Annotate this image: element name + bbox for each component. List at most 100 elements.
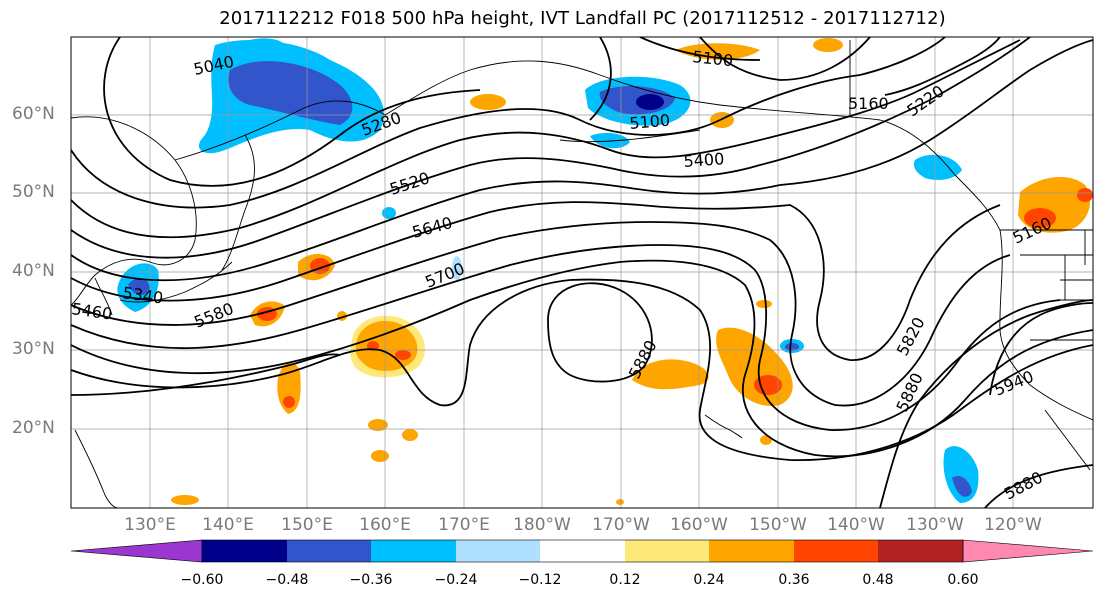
- coastline-bering: [384, 69, 471, 116]
- positive-anomaly-area: [675, 43, 760, 60]
- negative-anomaly-area: [452, 256, 462, 280]
- coastline-asia: [71, 116, 197, 306]
- positive-anomaly-area: [616, 499, 624, 505]
- colorbar-bin: [878, 540, 963, 562]
- negative-anomaly-area: [913, 154, 962, 180]
- colorbar-tick-label: 0.36: [778, 572, 810, 588]
- lat-label: 40°N: [12, 261, 55, 281]
- colorbar-bin: [709, 540, 794, 562]
- colorbar: [70, 539, 1094, 563]
- coastline-japan: [119, 261, 233, 303]
- negative-anomaly-area: [250, 38, 285, 52]
- lon-label: 150°E: [281, 515, 333, 535]
- negative-anomaly-core: [636, 94, 664, 110]
- coastline-korea: [94, 277, 113, 316]
- colorbar-bin: [625, 540, 709, 562]
- lon-label: 160°W: [670, 515, 728, 535]
- contour-line: [103, 37, 481, 187]
- colorbar-bin: [456, 540, 540, 562]
- contour-line: [547, 282, 653, 383]
- colorbar-tick-label: −0.60: [180, 572, 224, 588]
- positive-anomaly-core: [395, 350, 411, 360]
- positive-anomaly-area: [756, 300, 772, 308]
- positive-anomaly-core: [1077, 188, 1093, 202]
- lon-label: 180°W: [513, 515, 571, 535]
- colorbar-tick-label: 0.60: [947, 572, 979, 588]
- lat-label: 60°N: [12, 104, 55, 124]
- colorbar-tick-label: 0.24: [693, 572, 725, 588]
- colorbar-outline: [201, 539, 964, 563]
- coastline-alaska: [469, 60, 1093, 421]
- contour-line: [879, 299, 1093, 508]
- colorbar-tick-label: −0.48: [265, 572, 309, 588]
- contour-line: [71, 180, 781, 282]
- map-title: 2017112212 F018 500 hPa height, IVT Land…: [219, 8, 946, 29]
- contour-line: [779, 39, 1093, 186]
- positive-anomaly-core: [283, 396, 295, 408]
- negative-anomaly-area: [382, 207, 396, 219]
- contour-line: [589, 37, 612, 121]
- positive-anomaly-core: [1024, 208, 1056, 228]
- lat-label: 50°N: [12, 182, 55, 202]
- colorbar-bin: [794, 540, 878, 562]
- lon-label: 140°E: [202, 515, 254, 535]
- negative-anomaly-core: [785, 343, 799, 351]
- colorbar-extend-high: [962, 539, 1094, 563]
- negative-anomaly-core: [228, 61, 353, 125]
- coastline-hawaii: [704, 414, 743, 439]
- colorbar-tick-label: −0.24: [434, 572, 478, 588]
- map-frame: [70, 36, 1094, 509]
- positive-anomaly-area: [813, 38, 843, 52]
- contour-label: 5160: [848, 94, 889, 113]
- lon-label: 150°W: [749, 515, 807, 535]
- lat-label: 20°N: [12, 418, 55, 438]
- lat-label: 30°N: [12, 339, 55, 359]
- contour-line: [71, 221, 1011, 407]
- positive-anomaly-area: [371, 450, 389, 462]
- contour-line: [989, 302, 1093, 396]
- positive-anomaly-area: [171, 495, 199, 505]
- coastline-philippines: [74, 429, 119, 508]
- negative-anomaly-area: [590, 132, 630, 149]
- lon-label: 160°E: [359, 515, 411, 535]
- negative-anomaly-core: [128, 278, 150, 296]
- colorbar-extend-low: [70, 539, 203, 563]
- colorbar-bin: [540, 540, 625, 562]
- coastline-baja: [1044, 409, 1091, 471]
- positive-anomaly-area: [470, 94, 506, 110]
- state-border: [1000, 229, 1093, 341]
- contour-line: [884, 37, 1001, 96]
- map-panel: 5040 5100 5100 5160 5220 5280 5400 5520 …: [71, 37, 1093, 508]
- lon-label: 120°W: [984, 515, 1042, 535]
- colorbar-bin: [202, 540, 287, 562]
- state-border: [849, 40, 1086, 300]
- contour-label: 5100: [692, 47, 734, 70]
- positive-anomaly-area: [368, 419, 388, 431]
- positive-anomaly-area: [632, 359, 709, 390]
- lon-label: 170°E: [438, 515, 490, 535]
- contour-line: [71, 244, 1061, 431]
- colorbar-bin: [287, 540, 371, 562]
- contour-label: 5100: [629, 111, 671, 133]
- coastlines: [71, 40, 1093, 508]
- positive-anomaly-core: [754, 375, 782, 395]
- contour-line: [71, 278, 1093, 461]
- negative-anomaly-core: [952, 475, 972, 497]
- contour-label: 5400: [683, 149, 725, 171]
- colorbar-bin: [371, 540, 456, 562]
- contour-line: [71, 39, 1021, 239]
- contour-line: [71, 74, 861, 209]
- contour-line: [984, 464, 1093, 508]
- contour-line: [71, 353, 341, 396]
- colorbar-tick-label: 0.48: [862, 572, 894, 588]
- height-contours: [71, 37, 1093, 508]
- contour-line: [71, 201, 1001, 361]
- lon-label: 130°W: [906, 515, 964, 535]
- lon-label: 130°E: [124, 515, 176, 535]
- contour-line: [71, 37, 1031, 259]
- coastline-okhotsk: [174, 100, 386, 161]
- positive-anomaly-area: [402, 429, 418, 441]
- colorbar-tick-label: 0.12: [609, 572, 641, 588]
- contour-line: [859, 37, 946, 76]
